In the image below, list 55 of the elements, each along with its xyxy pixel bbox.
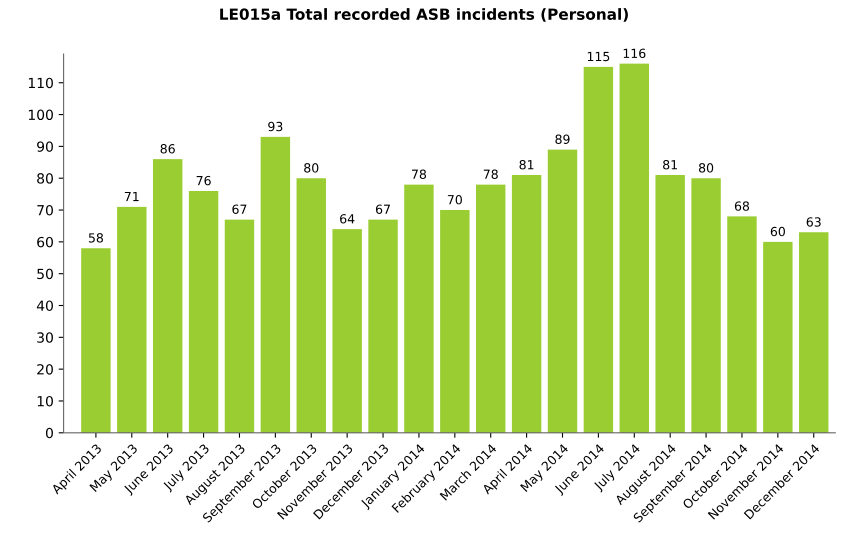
data-label: 78	[484, 170, 498, 179]
y-tick-label: 20	[37, 364, 53, 375]
bar	[691, 178, 721, 433]
data-label: 67	[376, 204, 390, 214]
bar	[476, 184, 506, 433]
chart-title: LE015a Total recorded ASB incidents (Personal)	[220, 8, 628, 22]
bar	[404, 184, 434, 433]
bar	[368, 220, 398, 433]
data-label: 76	[196, 176, 211, 186]
bar	[260, 136, 290, 433]
y-tick-label: 60	[37, 236, 53, 248]
bar	[548, 150, 578, 433]
data-label: 71	[124, 192, 139, 202]
y-tick-label: 80	[37, 173, 53, 184]
bar	[152, 159, 182, 433]
bar	[296, 178, 326, 433]
y-tick-label: 10	[38, 396, 53, 406]
y-tick-label: 100	[28, 110, 53, 120]
y-tick-label: 90	[37, 141, 53, 152]
bar	[584, 66, 614, 433]
data-label: 58	[88, 233, 103, 243]
bar	[763, 242, 793, 433]
data-label: 89	[555, 134, 570, 144]
data-label: 63	[806, 217, 821, 227]
data-label: 80	[698, 163, 714, 173]
bar	[117, 206, 147, 433]
data-label: 68	[734, 201, 750, 211]
y-tick-label: 50	[37, 268, 53, 280]
bar	[188, 190, 218, 433]
data-label: 78	[412, 170, 426, 179]
data-label: 67	[232, 204, 246, 214]
y-tick-label: 70	[37, 205, 53, 216]
bar	[655, 175, 685, 433]
data-label: 86	[160, 144, 175, 154]
bar	[620, 64, 649, 433]
y-tick-label: 40	[36, 300, 53, 311]
bar	[512, 175, 542, 433]
data-label: 60	[770, 226, 785, 236]
data-label: 93	[268, 122, 282, 132]
bar	[81, 248, 111, 433]
bar	[332, 229, 362, 433]
bar	[799, 232, 828, 433]
data-label: 115	[588, 52, 610, 62]
data-label: 70	[448, 194, 462, 204]
data-label: 81	[663, 160, 677, 170]
bar	[224, 220, 254, 433]
data-label: 80	[304, 163, 318, 173]
bar	[440, 210, 470, 433]
y-tick-label: 0	[46, 428, 53, 438]
y-tick-label: 30	[37, 332, 53, 343]
bar	[727, 216, 757, 433]
data-label: 116	[624, 48, 646, 58]
y-tick-label: 110	[28, 78, 53, 88]
data-label: 81	[520, 160, 534, 170]
data-label: 64	[340, 214, 354, 224]
